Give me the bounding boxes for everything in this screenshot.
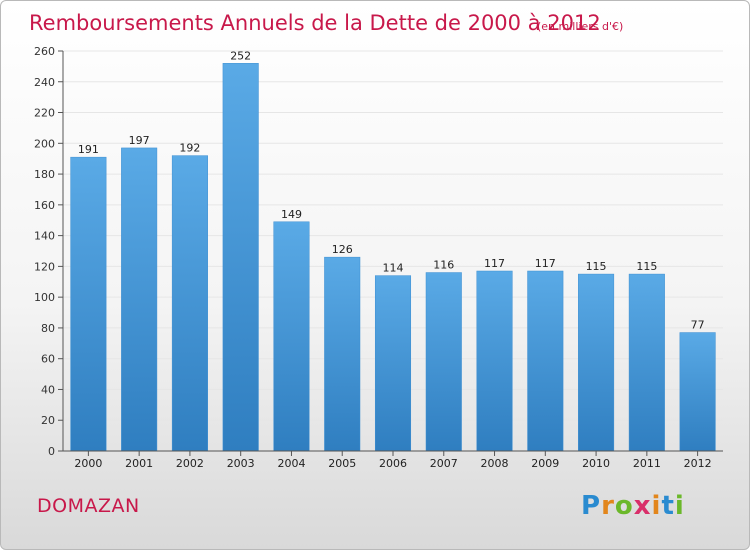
bar xyxy=(121,147,158,452)
y-tick-label: 200 xyxy=(34,137,55,150)
logo-letter: i xyxy=(674,491,685,521)
chart-subtitle: (en milliers d'€) xyxy=(537,20,623,33)
town-name: DOMAZAN xyxy=(37,495,140,517)
logo-letter: r xyxy=(601,491,615,521)
y-tick-label: 240 xyxy=(34,76,55,89)
bar xyxy=(425,272,462,452)
bar xyxy=(324,256,361,452)
data-label: 252 xyxy=(230,49,251,62)
y-tick-label: 60 xyxy=(41,353,55,366)
data-label: 115 xyxy=(586,260,607,273)
bar xyxy=(222,63,259,452)
x-tick-label: 2007 xyxy=(430,457,458,470)
x-tick-label: 2011 xyxy=(633,457,661,470)
data-label: 117 xyxy=(535,257,556,270)
bar xyxy=(70,156,107,452)
bar xyxy=(578,273,615,452)
logo-letter: o xyxy=(614,491,634,521)
data-label: 77 xyxy=(691,319,705,332)
logo-letter: t xyxy=(661,491,675,521)
x-tick-label: 2004 xyxy=(277,457,305,470)
y-tick-label: 40 xyxy=(41,383,55,396)
y-tick-label: 220 xyxy=(34,107,55,120)
data-label: 116 xyxy=(433,259,454,272)
bar xyxy=(527,270,564,452)
bar-layer: 191 197 192 252 149 126 114 116 117 117 115 115 77 xyxy=(70,49,716,452)
data-label: 197 xyxy=(129,134,150,147)
x-tick-label: 2003 xyxy=(227,457,255,470)
x-tick-label: 2009 xyxy=(531,457,559,470)
bar xyxy=(171,155,208,452)
axis-layer: 0 20 40 60 80 100 120 140 160 180 200 220 240 260 2000… xyxy=(34,45,723,470)
x-tick-label: 2008 xyxy=(481,457,509,470)
data-label: 149 xyxy=(281,208,302,221)
bar xyxy=(679,332,716,452)
x-tick-label: 2005 xyxy=(328,457,356,470)
data-label: 117 xyxy=(484,257,505,270)
y-tick-label: 140 xyxy=(34,230,55,243)
chart-title: Remboursements Annuels de la Dette de 20… xyxy=(29,11,601,35)
logo-letter: P xyxy=(581,491,602,521)
x-tick-label: 2012 xyxy=(684,457,712,470)
x-tick-label: 2006 xyxy=(379,457,407,470)
x-tick-label: 2002 xyxy=(176,457,204,470)
y-tick-label: 160 xyxy=(34,199,55,212)
x-tick-label: 2010 xyxy=(582,457,610,470)
x-tick-label: 2000 xyxy=(74,457,102,470)
bar xyxy=(476,270,513,452)
y-tick-label: 120 xyxy=(34,260,55,273)
data-label: 126 xyxy=(332,243,353,256)
bar xyxy=(273,221,310,452)
y-tick-label: 0 xyxy=(48,445,55,458)
y-tick-label: 260 xyxy=(34,45,55,58)
data-label: 114 xyxy=(383,262,404,275)
proxiti-logo: Proxiti xyxy=(581,491,685,521)
y-tick-label: 80 xyxy=(41,322,55,335)
data-label: 191 xyxy=(78,143,99,156)
logo-letter: i xyxy=(651,491,662,521)
data-label: 192 xyxy=(179,142,200,155)
y-tick-label: 180 xyxy=(34,168,55,181)
data-label: 115 xyxy=(636,260,657,273)
x-tick-label: 2001 xyxy=(125,457,153,470)
bar xyxy=(628,273,665,452)
bar xyxy=(374,275,412,452)
logo-letter: x xyxy=(633,491,652,521)
y-tick-label: 20 xyxy=(41,414,55,427)
y-tick-label: 100 xyxy=(34,291,55,304)
